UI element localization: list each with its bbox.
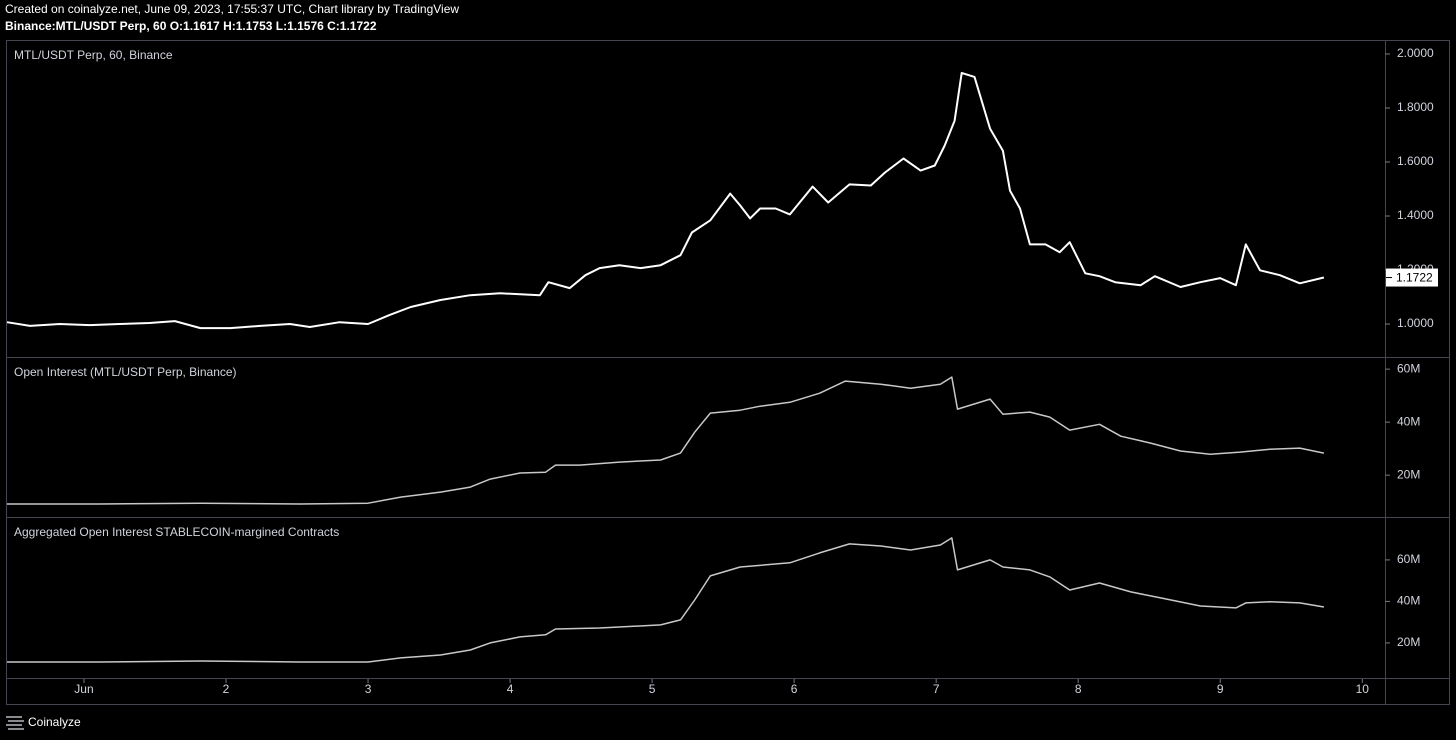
y-tick-label: 40M bbox=[1397, 414, 1420, 428]
y-tick-label: 20M bbox=[1397, 635, 1420, 649]
x-tick-label: 7 bbox=[933, 682, 940, 696]
y-tick-label: 1.4000 bbox=[1397, 208, 1434, 222]
menu-icon[interactable] bbox=[6, 716, 24, 730]
y-tick-label: 1.6000 bbox=[1397, 154, 1434, 168]
x-tick-label: 4 bbox=[507, 682, 514, 696]
y-tick-label: 20M bbox=[1397, 467, 1420, 481]
last-value-label: 1.1722 bbox=[1396, 271, 1433, 285]
y-tick-label: 60M bbox=[1397, 361, 1420, 375]
credit: Created on coinalyze.net, June 09, 2023,… bbox=[5, 2, 459, 16]
pane-title: MTL/USDT Perp, 60, Binance bbox=[14, 48, 173, 62]
x-tick-label: 8 bbox=[1075, 682, 1082, 696]
y-tick-label: 1.0000 bbox=[1397, 316, 1434, 330]
chart-frame bbox=[6, 40, 1450, 705]
x-tick-label: 5 bbox=[649, 682, 656, 696]
series-line bbox=[7, 537, 1325, 663]
symbol-ohlc: Binance:MTL/USDT Perp, 60 O:1.1617 H:1.1… bbox=[5, 19, 377, 33]
x-tick-label: 2 bbox=[223, 682, 230, 696]
series-line bbox=[6, 71, 1325, 330]
x-tick-label: 9 bbox=[1217, 682, 1224, 696]
y-tick-label: 40M bbox=[1397, 594, 1420, 608]
last-value-box bbox=[1386, 268, 1438, 287]
y-tick-label: 2.0000 bbox=[1397, 46, 1434, 60]
x-tick-label: 10 bbox=[1356, 682, 1370, 696]
x-tick-label: 3 bbox=[365, 682, 372, 696]
x-tick-label: Jun bbox=[74, 682, 93, 696]
y-tick-label: 60M bbox=[1397, 552, 1420, 566]
x-tick-label: 6 bbox=[791, 682, 798, 696]
pane-title: Aggregated Open Interest STABLECOIN-marg… bbox=[14, 525, 339, 539]
pane-title: Open Interest (MTL/USDT Perp, Binance) bbox=[14, 365, 237, 379]
series-line bbox=[7, 376, 1325, 505]
brand: Coinalyze bbox=[28, 715, 81, 729]
y-tick-label: 1.8000 bbox=[1397, 100, 1434, 114]
